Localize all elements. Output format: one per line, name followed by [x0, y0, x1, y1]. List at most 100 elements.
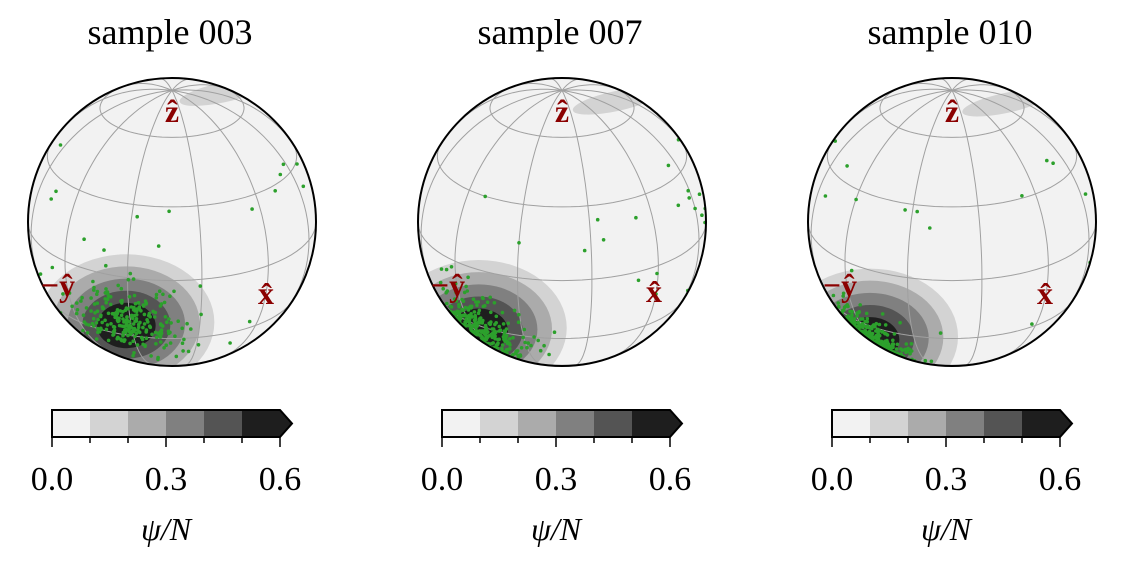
scatter-point: [106, 311, 111, 316]
scatter-point: [168, 294, 172, 299]
longitude-line: [951, 89, 1090, 310]
scatter-point: [472, 310, 477, 314]
scatter-point: [143, 299, 148, 304]
scatter-point: [491, 327, 496, 331]
scatter-point: [165, 320, 169, 325]
scatter-point: [96, 330, 100, 335]
colorbar-tick-1: 0.3: [535, 461, 578, 498]
scatter-point: [135, 343, 140, 347]
scatter-point: [99, 327, 103, 332]
scatter-point: [136, 300, 141, 305]
scatter-point: [80, 295, 84, 300]
scatter-point: [105, 297, 110, 302]
scatter-point: [831, 293, 836, 298]
scatter-point: [199, 312, 203, 317]
scatter-point: [295, 162, 299, 166]
scatter-point: [856, 320, 860, 325]
scatter-point: [131, 329, 136, 334]
colorbar-tick-0: 0.0: [31, 461, 74, 498]
scatter-point: [845, 164, 849, 168]
scatter-point: [103, 318, 107, 323]
longitude-line: [951, 89, 1049, 357]
scatter-point: [104, 300, 108, 305]
scatter-point: [853, 321, 857, 325]
scatter-point: [915, 209, 919, 214]
colorbar-segment: [90, 410, 128, 437]
scatter-point: [1030, 322, 1034, 326]
scatter-point: [494, 321, 499, 325]
scatter-point: [846, 314, 850, 318]
scatter-point: [74, 311, 79, 316]
scatter-point: [1020, 194, 1024, 198]
scatter-point: [164, 343, 168, 348]
y-axis-label: −ŷ: [431, 267, 465, 303]
scatter-point: [134, 331, 139, 336]
colorbar-segment: [52, 410, 90, 437]
scatter-point: [133, 301, 138, 306]
scatter-point: [92, 288, 96, 292]
scatter-point: [126, 277, 131, 282]
scatter-point: [470, 326, 474, 330]
scatter-point: [478, 316, 483, 320]
scatter-point: [91, 279, 95, 284]
scatter-point: [485, 300, 490, 305]
scatter-point: [142, 312, 147, 317]
panel-sample-003: sample 003 ẑ −ŷ x̂ 0.0 0.3 0.6 ψ/N: [27, 12, 317, 547]
latitude-line: [826, 143, 1078, 208]
scatter-point: [488, 295, 493, 300]
scatter-point: [929, 359, 934, 364]
longitude-line: [906, 90, 953, 365]
scatter-point: [70, 304, 74, 309]
colorbar-segment: [870, 410, 908, 437]
scatter-point: [497, 337, 502, 342]
scatter-point: [118, 309, 123, 313]
scatter-point: [873, 335, 878, 340]
scatter-point: [181, 349, 185, 353]
scatter-point: [133, 309, 137, 313]
scatter-point: [1083, 192, 1088, 196]
scatter-point: [228, 341, 232, 345]
scatter-point: [50, 265, 55, 270]
scatter-point: [100, 320, 104, 325]
scatter-point: [96, 317, 100, 322]
scatter-point: [137, 305, 142, 309]
scatter-point: [198, 284, 203, 288]
scatter-point: [454, 299, 459, 303]
panel-sample-007: sample 007 ẑ −ŷ x̂ 0.0 0.3 0.6 ψ/N: [417, 12, 707, 547]
scatter-point: [495, 342, 500, 347]
scatter-point: [883, 341, 888, 346]
scatter-point: [700, 213, 704, 217]
scatter-point: [119, 337, 123, 342]
scatter-point: [463, 305, 468, 310]
scatter-point: [477, 308, 482, 313]
scatter-point: [110, 311, 115, 316]
scatter-point: [61, 292, 65, 296]
scatter-point: [112, 328, 117, 333]
scatter-point: [837, 305, 841, 309]
scatter-point: [462, 314, 466, 318]
scatter-point: [128, 271, 133, 276]
globe: [417, 77, 707, 367]
y-axis-label: −ŷ: [41, 267, 75, 303]
scatter-point: [185, 321, 189, 326]
scatter-point: [147, 311, 152, 316]
scatter-point: [891, 342, 896, 347]
scatter-point: [104, 287, 108, 291]
scatter-point: [504, 327, 509, 331]
scatter-point: [156, 244, 161, 248]
scatter-point: [136, 325, 141, 330]
scatter-point: [880, 312, 885, 316]
scatter-point: [463, 321, 468, 325]
scatter-point: [123, 308, 128, 313]
latitude-line: [46, 143, 298, 208]
colorbar-extend-arrow: [280, 410, 292, 437]
scatter-point: [469, 312, 473, 316]
scatter-point: [174, 354, 179, 359]
scatter-point: [693, 206, 697, 211]
panel-title: sample 003: [88, 12, 253, 52]
colorbar-label: ψ/N: [921, 511, 973, 547]
colorbar-segment: [128, 410, 166, 437]
scatter-point: [154, 342, 158, 346]
scatter-point: [478, 320, 483, 325]
scatter-point: [655, 271, 659, 276]
